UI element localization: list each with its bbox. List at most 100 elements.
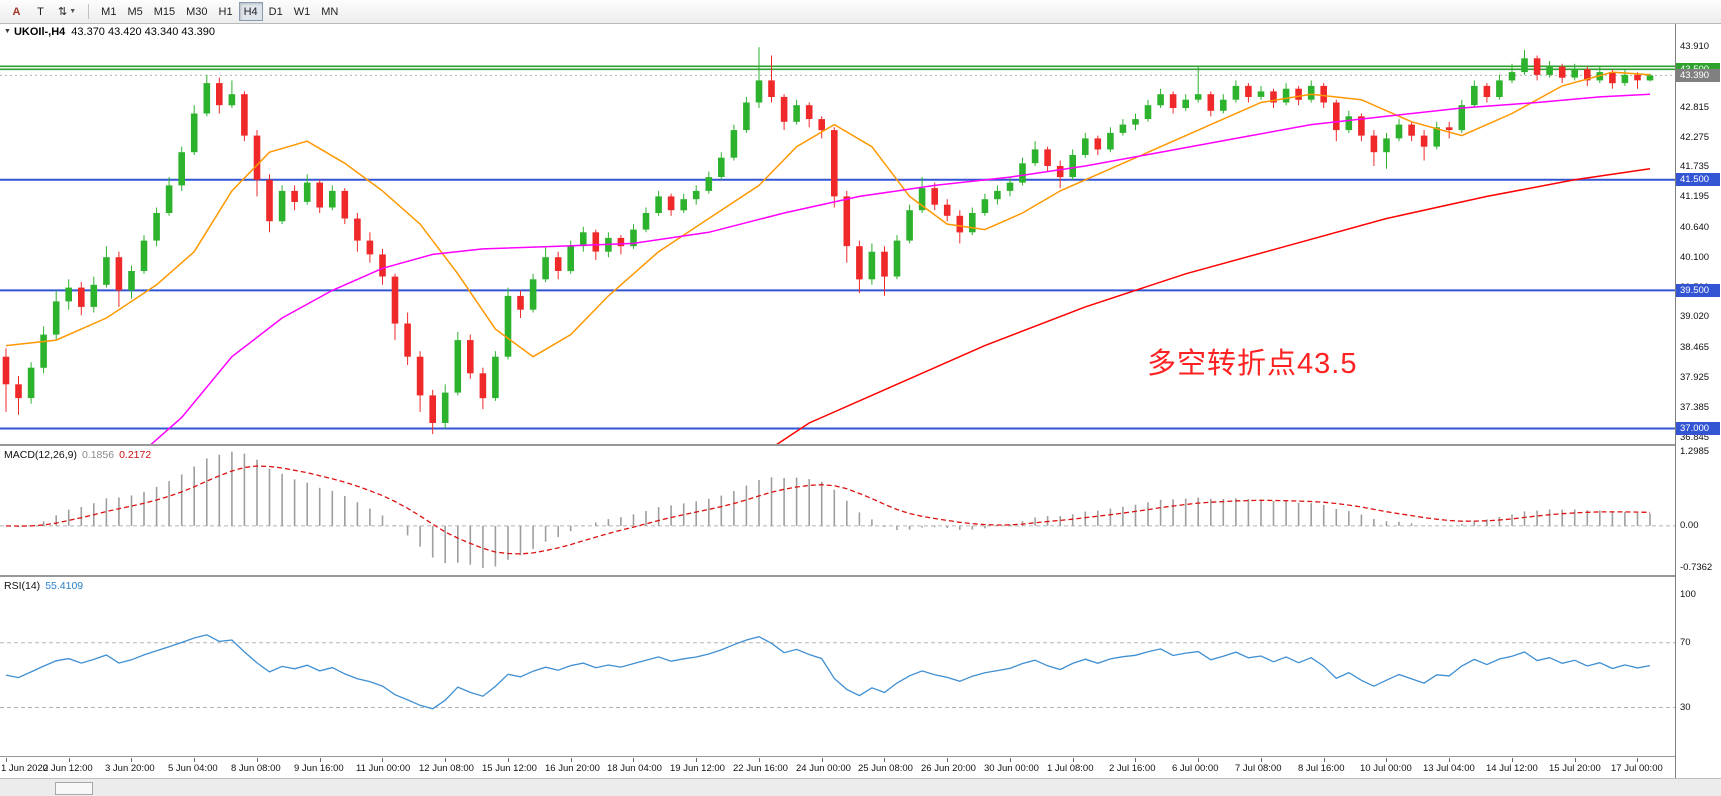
toolbar-separator <box>88 4 90 19</box>
time-label: 6 Jul 00:00 <box>1172 763 1219 774</box>
timeframe-w1-button[interactable]: W1 <box>293 5 311 18</box>
timeframe-h4-button[interactable]: H4 <box>238 2 263 21</box>
time-label: 30 Jun 00:00 <box>984 763 1039 774</box>
time-label: 7 Jul 08:00 <box>1235 763 1282 774</box>
time-label: 14 Jul 12:00 <box>1486 763 1538 774</box>
price-tick: 41.735 <box>1680 161 1710 172</box>
timeframe-m30-button[interactable]: M30 <box>186 5 208 18</box>
time-tick <box>508 758 509 762</box>
price-tick: 38.465 <box>1680 342 1710 353</box>
panel-separator[interactable] <box>0 444 1721 447</box>
time-tick <box>1449 758 1450 762</box>
time-tick <box>884 758 885 762</box>
time-tick <box>759 758 760 762</box>
chevron-down-icon: ▼ <box>69 8 77 15</box>
time-tick <box>1324 758 1325 762</box>
timeframe-mn-button[interactable]: MN <box>321 5 339 18</box>
time-tick <box>1135 758 1136 762</box>
time-tick <box>445 758 446 762</box>
price-scale[interactable]: 43.91043.35042.81542.27541.73541.19540.6… <box>1675 24 1721 778</box>
timeframe-d1-button[interactable]: D1 <box>268 5 283 18</box>
candles-plot[interactable] <box>0 24 1675 444</box>
timeframe-m1-button[interactable]: M1 <box>101 5 117 18</box>
time-tick <box>1198 758 1199 762</box>
price-tick: 39.020 <box>1680 311 1710 322</box>
time-tick <box>822 758 823 762</box>
timeframe-h1-button[interactable]: H1 <box>218 5 233 18</box>
time-tick <box>947 758 948 762</box>
macd-label: MACD(12,26,9) <box>4 449 77 461</box>
price-tick: 36.845 <box>1680 432 1710 443</box>
time-label: 8 Jul 16:00 <box>1298 763 1345 774</box>
timeframe-m15-button[interactable]: M15 <box>153 5 176 18</box>
price-tick: 0.00 <box>1680 520 1699 531</box>
price-tick: 41.195 <box>1680 191 1710 202</box>
price-tick: 37.925 <box>1680 372 1710 383</box>
time-tick <box>382 758 383 762</box>
macd-panel[interactable]: MACD(12,26,9) 0.1856 0.2172 <box>0 447 1675 575</box>
price-tick: 1.2985 <box>1680 446 1710 457</box>
rsi-value: 55.4109 <box>45 580 84 592</box>
price-tick: 43.910 <box>1680 41 1710 52</box>
price-tick: 40.640 <box>1680 222 1710 233</box>
time-tick <box>571 758 572 762</box>
time-label: 2 Jul 16:00 <box>1109 763 1156 774</box>
time-label: 1 Jun 2020 <box>1 763 49 774</box>
price-badge: 39.500 <box>1676 284 1720 297</box>
time-tick <box>1512 758 1513 762</box>
time-label: 10 Jul 00:00 <box>1360 763 1412 774</box>
status-grip <box>55 782 93 795</box>
symbol-label: UKOIl-,H4 <box>13 26 66 38</box>
time-label: 22 Jun 16:00 <box>733 763 788 774</box>
text-annotation-tool-button[interactable]: A <box>12 5 21 18</box>
rsi-label: RSI(14) <box>4 580 41 592</box>
price-badge: 41.500 <box>1676 173 1720 186</box>
price-tick: 100 <box>1680 589 1696 600</box>
ohlc-values: 43.370 43.420 43.340 43.390 <box>71 26 216 38</box>
rsi-panel[interactable]: RSI(14) 55.4109 <box>0 578 1675 756</box>
time-label: 8 Jun 08:00 <box>231 763 281 774</box>
time-label: 17 Jul 00:00 <box>1611 763 1663 774</box>
time-label: 26 Jun 20:00 <box>921 763 976 774</box>
time-label: 13 Jul 04:00 <box>1423 763 1475 774</box>
time-tick <box>696 758 697 762</box>
time-tick <box>257 758 258 762</box>
time-label: 5 Jun 04:00 <box>168 763 218 774</box>
time-tick <box>1010 758 1011 762</box>
price-panel[interactable]: ▼ UKOIl-,H4 43.370 43.420 43.340 43.390 多空… <box>0 24 1675 444</box>
rsi-plot[interactable] <box>0 578 1675 756</box>
price-badge: 43.390 <box>1676 69 1720 82</box>
time-tick <box>69 758 70 762</box>
time-axis[interactable]: 1 Jun 2020 2 Jun 12:00 3 Jun 20:00 5 Jun 04… <box>0 758 1675 778</box>
toolbar: A T ⇅ ▼ M1 M5 M15 M30 H1 H4 D1 W1 MN <box>0 0 1721 24</box>
macd-plot[interactable] <box>0 447 1675 575</box>
chart-title: ▼ UKOIl-,H4 43.370 43.420 43.340 43.390 <box>4 26 215 38</box>
panel-separator[interactable] <box>0 756 1721 758</box>
time-label: 25 Jun 08:00 <box>858 763 913 774</box>
time-label: 12 Jun 08:00 <box>419 763 474 774</box>
objects-tool-button[interactable]: ⇅ ▼ <box>53 2 81 21</box>
price-tick: 42.275 <box>1680 132 1710 143</box>
price-tick: 40.100 <box>1680 252 1710 263</box>
time-label: 18 Jun 04:00 <box>607 763 662 774</box>
timeframe-m5-button[interactable]: M5 <box>127 5 143 18</box>
time-tick <box>1386 758 1387 762</box>
price-badge: 37.000 <box>1676 422 1720 435</box>
time-label: 2 Jun 12:00 <box>43 763 93 774</box>
time-tick <box>1575 758 1576 762</box>
panel-separator[interactable] <box>0 575 1721 578</box>
rsi-title: RSI(14) 55.4109 <box>4 580 83 592</box>
price-tick: -0.7362 <box>1680 562 1713 573</box>
time-tick <box>131 758 132 762</box>
time-tick <box>1637 758 1638 762</box>
time-label: 3 Jun 20:00 <box>105 763 155 774</box>
time-label: 16 Jun 20:00 <box>545 763 600 774</box>
time-tick <box>1073 758 1074 762</box>
text-label-tool-button[interactable]: T <box>37 5 44 18</box>
chart-menu-icon[interactable]: ▼ <box>4 28 11 35</box>
status-bar <box>0 778 1721 796</box>
arrows-icon: ⇅ <box>58 6 68 18</box>
time-label: 15 Jul 20:00 <box>1549 763 1601 774</box>
macd-main-value: 0.1856 <box>81 449 115 461</box>
